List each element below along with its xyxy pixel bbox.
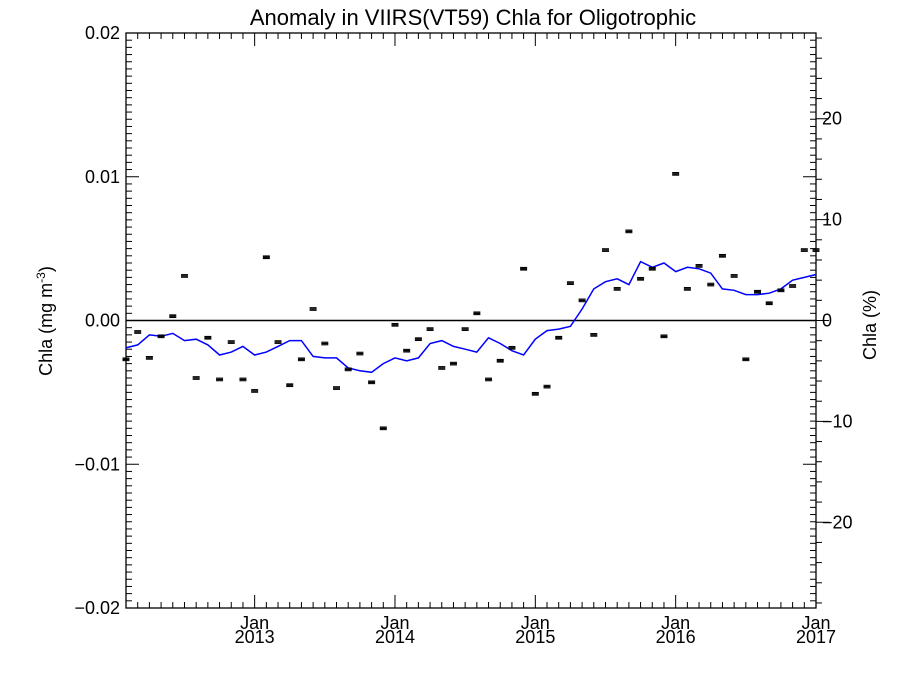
data-point: [683, 287, 691, 291]
x-tick-month-label: Jan: [521, 613, 550, 633]
chart-title: Anomaly in VIIRS(VT59) Chla for Oligotro…: [250, 5, 696, 30]
x-tick-year-label: 2013: [235, 627, 275, 647]
data-point: [555, 335, 563, 340]
data-point: [122, 357, 130, 362]
data-point: [274, 340, 282, 344]
data-point: [543, 384, 551, 389]
data-point: [789, 284, 797, 288]
data-point: [262, 255, 270, 260]
data-point: [403, 348, 411, 353]
data-point: [216, 377, 224, 382]
data-point: [718, 253, 726, 258]
data-point: [145, 356, 153, 360]
data-point: [742, 357, 750, 362]
data-point: [754, 289, 762, 294]
data-point: [239, 377, 247, 382]
anomaly-points: [122, 172, 820, 431]
data-point: [204, 335, 212, 340]
data-point: [707, 282, 715, 287]
y-right-tick-label: 0: [822, 311, 832, 331]
data-point: [438, 366, 446, 370]
data-point: [485, 377, 493, 382]
x-tick-month-label: Jan: [801, 613, 830, 633]
data-point: [134, 330, 142, 334]
data-point: [333, 386, 341, 390]
data-point: [648, 266, 656, 271]
y-right-label: Chla (%): [860, 290, 880, 360]
y-left-tick-label: −0.01: [74, 454, 120, 474]
data-point: [637, 276, 645, 281]
y-right-ticks: 20 10 0 −10 −20: [816, 37, 853, 604]
y-left-ticks: 0.02 0.01 0.00 −0.01 −0.02: [74, 23, 816, 618]
x-tick-year-label: 2015: [515, 627, 555, 647]
data-point: [449, 361, 457, 366]
data-point: [227, 340, 235, 344]
y-right-tick-label: −20: [822, 512, 853, 532]
data-point: [180, 274, 188, 278]
x-tick-month-label: Jan: [240, 613, 269, 633]
y-left-tick-label: −0.02: [74, 598, 120, 618]
data-point: [169, 314, 177, 319]
data-point: [379, 426, 387, 431]
y-left-tick-label: 0.02: [85, 23, 120, 43]
y-left-tick-label: 0.01: [85, 167, 120, 187]
data-point: [414, 337, 422, 342]
data-point: [251, 389, 259, 393]
data-point: [660, 334, 668, 339]
y-right-tick-label: 10: [822, 210, 842, 230]
data-point: [344, 367, 352, 372]
data-point: [496, 358, 504, 363]
data-point: [461, 327, 469, 331]
data-point: [297, 357, 305, 362]
data-point: [765, 301, 773, 306]
data-point: [157, 334, 165, 339]
data-point: [695, 264, 703, 268]
data-point: [590, 333, 598, 337]
data-point: [578, 298, 586, 303]
x-tick-month-label: Jan: [661, 613, 690, 633]
data-point: [613, 287, 621, 291]
data-point: [601, 248, 609, 252]
y-left-tick-label: 0.00: [85, 311, 120, 331]
x-tick-month-label: Jan: [380, 613, 409, 633]
y-right-tick-label: 20: [822, 109, 842, 129]
data-point: [566, 281, 574, 285]
data-point: [800, 248, 808, 252]
data-point: [391, 322, 399, 327]
data-point: [426, 327, 434, 331]
y-right-tick-label: −10: [822, 411, 853, 431]
x-tick-year-label: 2016: [656, 627, 696, 647]
data-point: [777, 288, 785, 293]
y-left-label: Chla (mg m-3): [34, 266, 56, 376]
data-point: [672, 172, 680, 176]
data-point: [508, 345, 516, 350]
data-point: [625, 229, 633, 234]
data-point: [286, 383, 294, 388]
data-point: [309, 307, 317, 311]
x-tick-year-label: 2014: [375, 627, 415, 647]
data-point: [321, 341, 329, 346]
data-point: [520, 266, 528, 271]
data-point: [192, 376, 200, 380]
smoothed-series-line: [125, 260, 817, 374]
x-tick-year-label: 2017: [796, 627, 836, 647]
data-point: [368, 380, 376, 385]
data-point: [812, 248, 820, 252]
data-point: [730, 274, 738, 278]
data-point: [473, 311, 481, 316]
data-point: [531, 391, 539, 396]
data-point: [356, 351, 364, 356]
